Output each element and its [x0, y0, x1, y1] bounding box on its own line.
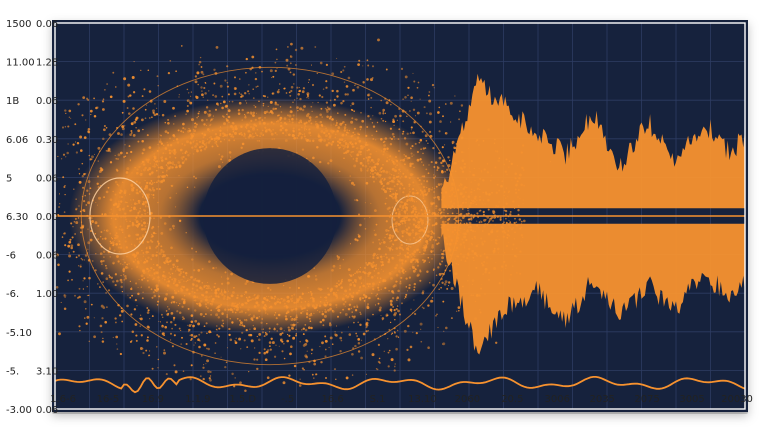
lower-band [441, 223, 745, 355]
y-tick-label-primary: 6.06 [6, 135, 28, 146]
x-tick-label: 2075 [634, 394, 659, 405]
y-tick-label-secondary: 1.00 [36, 289, 58, 300]
x-tick-label: 16.9 [142, 394, 164, 405]
y-tick-label-secondary: 0.06 [36, 251, 58, 262]
y-tick-label-primary: -3.00 [6, 405, 32, 416]
y-tick-label-secondary: 0.06 [36, 19, 58, 30]
x-tick-label: 1.6-6 [50, 394, 76, 405]
y-tick-label-secondary: 0.06 [36, 96, 58, 107]
y-tick-label-primary: 1500 [6, 19, 31, 30]
inner-loop-right [391, 195, 429, 245]
x-tick-label: 20.5 [501, 394, 523, 405]
x-tick-label: 16-5 [97, 394, 120, 405]
y-tick-label-primary: -6 [6, 251, 16, 262]
y-tick-label-primary: 5 [6, 173, 12, 184]
y-tick-label-secondary: 3.10 [36, 366, 58, 377]
x-tick-label: 16.6 [321, 394, 343, 405]
baseline-wave [54, 376, 746, 394]
y-axis: 1500 0.06 11.00 1.2E 1B 0.06 6.06 0.30 5 0.06 6.30… [6, 19, 58, 416]
x-tick-label: 3006 [545, 394, 570, 405]
waveform-bands [399, 73, 745, 355]
y-tick-label-secondary: 0.30 [36, 135, 58, 146]
y-tick-label-secondary: 0.06 [36, 405, 58, 416]
ring-particles [55, 38, 552, 392]
x-tick-label: 3005 [679, 394, 704, 405]
y-tick-label-primary: 1B [6, 96, 19, 107]
plot-frame [54, 22, 746, 410]
x-tick-label: 20030 [721, 394, 753, 405]
upper-band [441, 73, 745, 209]
y-tick-label-primary: -5. [6, 366, 19, 377]
x-tick-label: 13.10 [408, 394, 437, 405]
y-tick-label-primary: -6. [6, 289, 19, 300]
x-tick-label: S.1 [370, 394, 386, 405]
y-tick-label-secondary: 0.00 [36, 212, 58, 223]
x-tick-label: 1.1.9 [185, 394, 210, 405]
y-tick-label-primary: 6.30 [6, 212, 28, 223]
band-particles [399, 139, 525, 303]
x-tick-label: 2060 [455, 394, 480, 405]
y-tick-label-secondary: 0.06 [36, 173, 58, 184]
y-tick-label-primary: 11.00 [6, 58, 35, 69]
x-axis: 1.6-6 16-5 16.9 1.1.9 1.5.D -.5 16.6 S.1 13.10 20… [50, 394, 753, 405]
x-tick-label: -.5 [281, 394, 294, 405]
x-tick-label: 1.5.D [229, 394, 256, 405]
y-tick-label-secondary: 1.2E [36, 58, 58, 69]
x-tick-label: 2035 [589, 394, 614, 405]
y-tick-label-primary: -5.10 [6, 328, 32, 339]
trace-lines [54, 215, 746, 394]
